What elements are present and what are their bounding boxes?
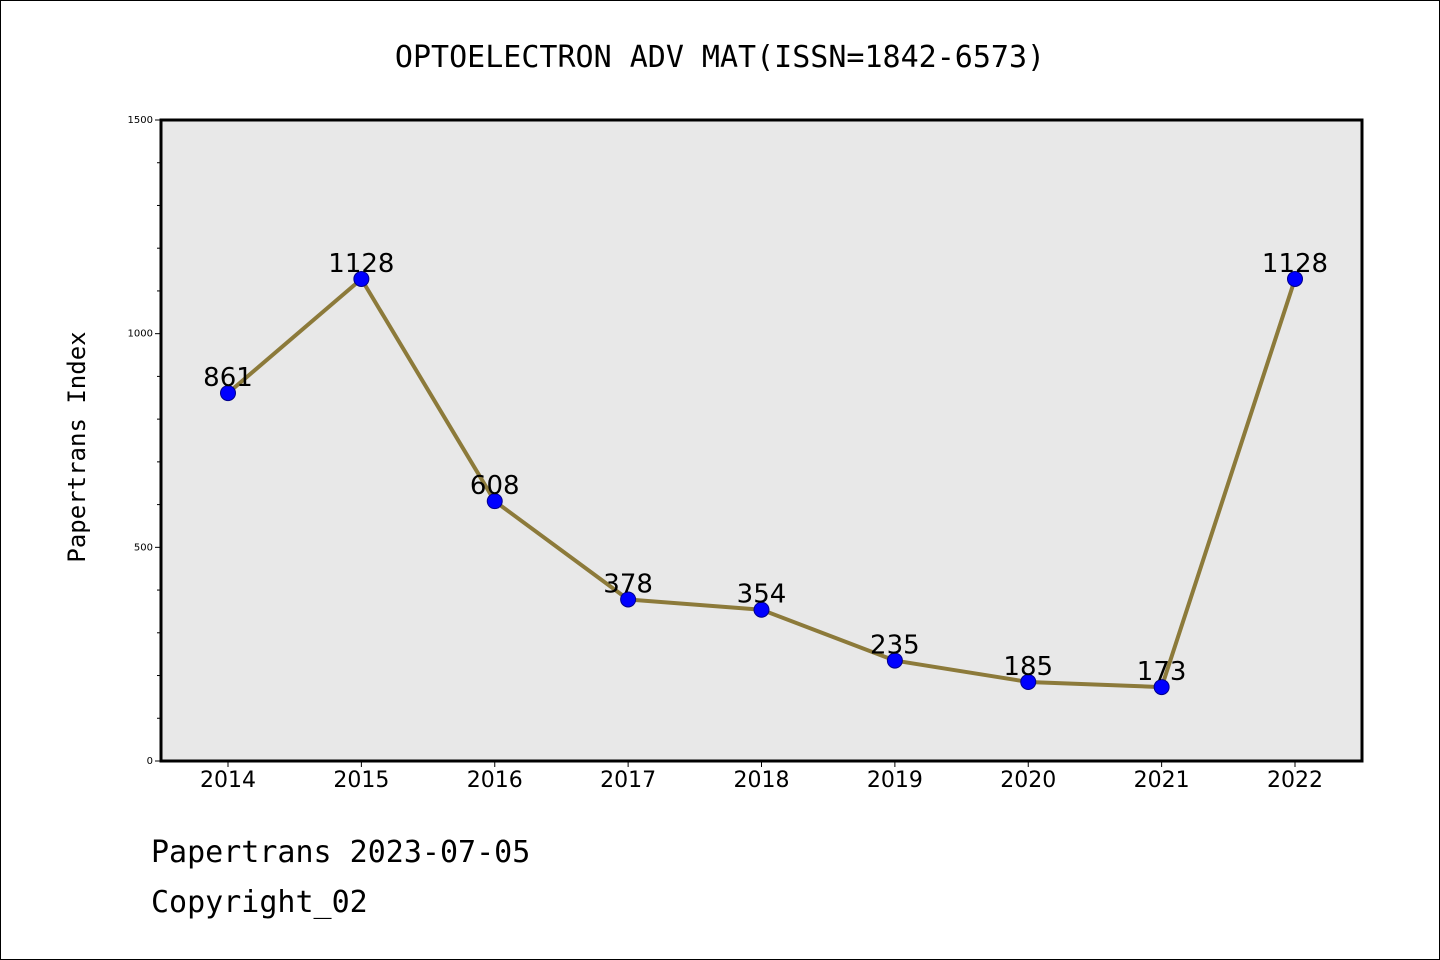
marker-group [220, 270, 1303, 696]
data-label: 354 [737, 580, 787, 610]
data-point-marker [486, 493, 503, 510]
y-axis: 0 500 1000 1500 [128, 115, 161, 767]
data-label: 1128 [1262, 249, 1328, 279]
x-tick-label: 2019 [867, 768, 923, 793]
x-tick-label: 2015 [333, 768, 389, 793]
data-point-marker [886, 652, 903, 669]
data-label: 173 [1137, 657, 1187, 687]
y-tick-label: 1500 [128, 115, 153, 126]
data-point-marker [1020, 673, 1037, 690]
x-axis: 2014 2015 2016 2017 2018 2019 2020 2021 2022 [200, 761, 1323, 793]
x-tick-label: 2018 [734, 768, 790, 793]
data-point-marker [753, 601, 770, 618]
x-tick-label: 2014 [200, 768, 256, 793]
x-tick-label: 2021 [1134, 768, 1190, 793]
x-tick-label: 2016 [467, 768, 523, 793]
data-label: 235 [870, 631, 920, 661]
data-point-marker [1153, 679, 1170, 696]
plot-area [159, 118, 1364, 763]
x-tick-label: 2022 [1267, 768, 1323, 793]
footer-date-line: Papertrans 2023-07-05 [151, 835, 531, 870]
data-point-marker [620, 591, 637, 608]
x-tick-label: 2017 [600, 768, 656, 793]
data-label-group: 861 1128 608 378 354 235 185 173 1128 [203, 249, 1328, 687]
y-axis-title: Papertrans Index [63, 331, 91, 562]
y-tick-label: 500 [134, 542, 153, 553]
chart-title: OPTOELECTRON ADV MAT(ISSN=1842-6573) [395, 40, 1045, 75]
y-tick-label: 1000 [128, 329, 153, 340]
data-point-marker [353, 270, 370, 287]
data-point-marker [1287, 270, 1303, 287]
footer-copyright-line: Copyright_02 [151, 885, 368, 920]
y-tick-label: 0 [147, 756, 153, 767]
data-point-marker [220, 385, 236, 402]
x-tick-label: 2020 [1000, 768, 1056, 793]
data-label: 378 [603, 569, 653, 599]
data-label: 1128 [328, 249, 394, 279]
data-label: 608 [470, 471, 520, 501]
data-label: 861 [203, 363, 253, 393]
data-label: 185 [1003, 652, 1053, 682]
